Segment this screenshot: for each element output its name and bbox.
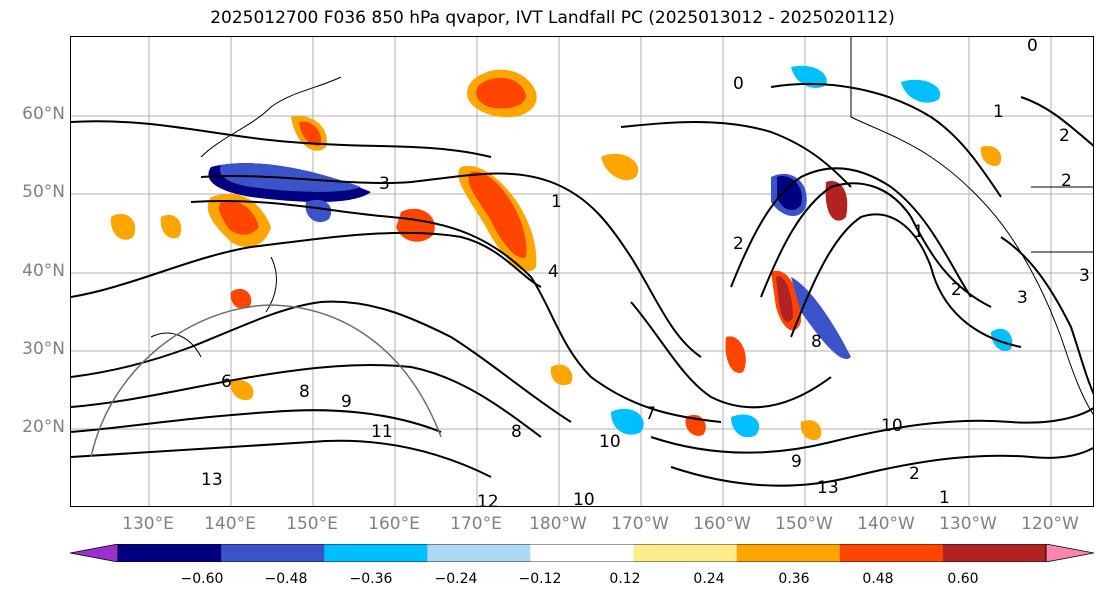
contour-label: 1 xyxy=(551,192,562,212)
colorbar-tick-label: 0.12 xyxy=(609,571,641,587)
lon-label: 130°E xyxy=(122,514,174,534)
colorbar xyxy=(70,544,1094,562)
colorbar-tick-label: 0.60 xyxy=(947,571,979,587)
colorbar-segment xyxy=(530,544,635,562)
lon-label: 150°W xyxy=(775,514,833,534)
colorbar-tick-label: −0.60 xyxy=(180,571,224,587)
colorbar-tick-label: −0.12 xyxy=(518,571,562,587)
ivt-contours xyxy=(71,82,1093,487)
contour-label: 3 xyxy=(1017,288,1028,308)
qvapor-shading xyxy=(110,65,1013,441)
lat-label-30n: 30°N xyxy=(22,339,65,359)
contour-label: 8 xyxy=(511,422,522,442)
colorbar-segment xyxy=(221,544,325,562)
colorbar-segment xyxy=(118,544,222,562)
lon-label: 150°E xyxy=(286,514,338,534)
lon-label: 160°E xyxy=(368,514,420,534)
contour-label: 2 xyxy=(1061,171,1072,191)
colorbar-segment xyxy=(324,544,428,562)
contour-label: 0 xyxy=(733,74,744,94)
contour-label: 3 xyxy=(379,174,390,194)
contour-label: 10 xyxy=(881,416,903,436)
lon-label: 170°W xyxy=(611,514,669,534)
contour-label: 0 xyxy=(1027,37,1038,56)
contour-label: 10 xyxy=(573,490,595,507)
lat-label-40n: 40°N xyxy=(22,261,65,281)
contour-label: 1 xyxy=(939,488,950,507)
contour-label: 4 xyxy=(548,262,559,282)
colorbar-tick-label: −0.48 xyxy=(264,571,308,587)
colorbar-segment xyxy=(427,544,531,562)
contour-label: 2 xyxy=(1059,126,1070,146)
colorbar-tick-label: −0.24 xyxy=(434,571,478,587)
map-canvas: 0 0 1 2 2 3 1 2 2 1 3 3 4 8 8 8 9 10 10 … xyxy=(71,37,1093,507)
contour-label: 8 xyxy=(811,332,822,352)
lon-label: 120°W xyxy=(1021,514,1079,534)
colorbar-tick-label: 0.36 xyxy=(778,571,810,587)
contour-label: 1 xyxy=(913,222,924,242)
contour-label: 13 xyxy=(817,478,839,498)
colorbar-tick-label: −0.36 xyxy=(349,571,393,587)
map-panel: 0 0 1 2 2 3 1 2 2 1 3 3 4 8 8 8 9 10 10 … xyxy=(70,36,1094,507)
contour-labels: 0 0 1 2 2 3 1 2 2 1 3 3 4 8 8 8 9 10 10 … xyxy=(201,37,1090,507)
great-circle-arc xyxy=(90,304,442,458)
coastlines xyxy=(150,37,1093,415)
lon-label: 160°W xyxy=(693,514,751,534)
colorbar-segment xyxy=(736,544,841,562)
contour-label: 11 xyxy=(371,422,393,442)
lon-label: 130°W xyxy=(939,514,997,534)
colorbar-extend-min xyxy=(70,544,119,562)
colorbar-tick-label: 0.48 xyxy=(862,571,894,587)
lon-label: 140°W xyxy=(857,514,915,534)
colorbar-segment xyxy=(942,544,1047,562)
map-title: 2025012700 F036 850 hPa qvapor, IVT Land… xyxy=(210,8,895,28)
lon-label: 140°E xyxy=(204,514,256,534)
contour-label: 2 xyxy=(733,234,744,254)
lat-label-60n: 60°N xyxy=(22,104,65,124)
contour-label: 9 xyxy=(791,452,802,472)
colorbar-segment xyxy=(633,544,738,562)
contour-label: 6 xyxy=(221,372,232,392)
contour-label: 2 xyxy=(951,280,962,300)
colorbar-extend-max xyxy=(1045,544,1094,562)
lon-label: 180°W xyxy=(529,514,587,534)
contour-label: 1 xyxy=(993,102,1004,122)
contour-label: 12 xyxy=(477,492,499,507)
graticule xyxy=(71,37,1093,506)
contour-label: 9 xyxy=(341,392,352,412)
lat-label-20n: 20°N xyxy=(22,417,65,437)
colorbar-border xyxy=(117,544,1047,562)
contour-label: 8 xyxy=(299,382,310,402)
contour-label: 10 xyxy=(599,432,621,452)
lat-label-50n: 50°N xyxy=(22,182,65,202)
colorbar-tick-label: 0.24 xyxy=(693,571,725,587)
contour-label: 13 xyxy=(201,470,223,490)
lon-label: 170°E xyxy=(450,514,502,534)
contour-label: 2 xyxy=(909,464,920,484)
contour-label: 7 xyxy=(645,404,656,424)
contour-label: 3 xyxy=(1079,266,1090,286)
colorbar-segment xyxy=(839,544,944,562)
